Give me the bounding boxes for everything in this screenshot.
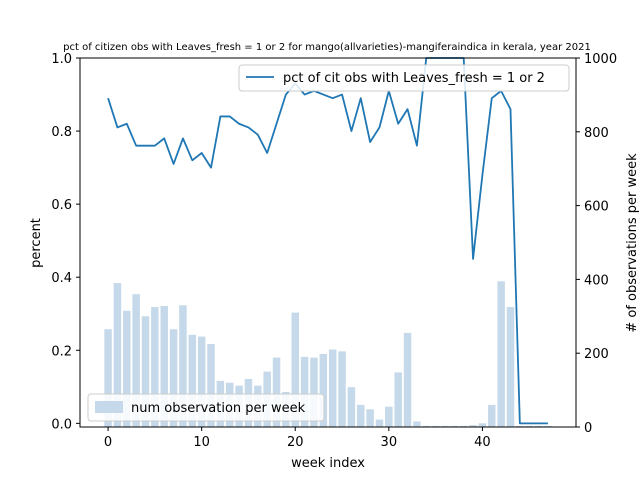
axes: 0 10 20 30 40 0.0 0.2 0.4 0.6 0.8 1.0 0 200 400 600 800… bbox=[51, 52, 617, 450]
bar-week-2 bbox=[123, 310, 131, 427]
bar-series bbox=[104, 281, 552, 427]
bar-week-22 bbox=[310, 357, 318, 427]
bar-week-21 bbox=[300, 356, 309, 427]
bar-week-26 bbox=[347, 387, 356, 427]
y-right-tick-label: 800 bbox=[584, 126, 609, 141]
bar-week-32 bbox=[403, 332, 412, 427]
y-left-tick-label: 1.0 bbox=[51, 52, 72, 67]
bar-week-1 bbox=[113, 283, 122, 427]
legend-line-box bbox=[238, 64, 570, 92]
legend-bars-label: num observation per week bbox=[131, 401, 306, 416]
bar-week-20 bbox=[291, 312, 299, 427]
y-left-tick-label: 0.4 bbox=[51, 271, 72, 286]
bar-week-44 bbox=[516, 425, 524, 427]
bar-week-6 bbox=[160, 305, 168, 427]
bar-week-39 bbox=[469, 425, 477, 427]
y-right-tick-label: 1000 bbox=[584, 52, 617, 67]
bar-week-0 bbox=[104, 329, 112, 427]
legend-bars: num observation per week bbox=[87, 393, 325, 422]
bar-week-3 bbox=[132, 294, 140, 427]
bar-week-46 bbox=[534, 425, 543, 427]
bar-week-7 bbox=[169, 329, 178, 427]
legend-bars-box bbox=[87, 393, 325, 422]
x-tick-label: 40 bbox=[474, 435, 491, 450]
bar-week-35 bbox=[431, 425, 440, 427]
bar-week-31 bbox=[394, 372, 402, 427]
bar-week-30 bbox=[385, 406, 393, 427]
bar-week-25 bbox=[338, 351, 346, 427]
bar-week-47 bbox=[544, 425, 552, 427]
bar-week-37 bbox=[450, 425, 459, 427]
bar-week-4 bbox=[141, 316, 150, 427]
bar-week-23 bbox=[319, 353, 328, 427]
bar-week-10 bbox=[197, 336, 206, 427]
pct-line bbox=[107, 57, 548, 425]
bar-week-27 bbox=[357, 404, 365, 427]
bar-week-11 bbox=[207, 343, 215, 427]
y-left-tick-label: 0.6 bbox=[51, 198, 72, 213]
bar-week-41 bbox=[488, 404, 496, 427]
bar-week-18 bbox=[272, 357, 281, 427]
y-right-tick-label: 400 bbox=[584, 273, 609, 288]
legend-line: pct of cit obs with Leaves_fresh = 1 or … bbox=[238, 64, 570, 92]
x-tick-label: 30 bbox=[381, 435, 398, 450]
x-tick-label: 20 bbox=[287, 435, 304, 450]
x-axis-label: week index bbox=[291, 456, 365, 471]
y-right-axis-label: # of observations per week bbox=[625, 153, 640, 333]
bar-week-34 bbox=[422, 425, 431, 427]
legend-bars-swatch bbox=[95, 401, 123, 413]
y-right-tick-label: 600 bbox=[584, 200, 609, 215]
bar-week-43 bbox=[506, 307, 515, 427]
bar-week-24 bbox=[328, 349, 337, 427]
y-right-tick-label: 200 bbox=[584, 347, 609, 362]
y-left-tick-label: 0.8 bbox=[51, 125, 72, 140]
plot-frame bbox=[79, 57, 577, 428]
bar-week-28 bbox=[366, 409, 374, 427]
bar-week-5 bbox=[151, 307, 159, 427]
bar-week-42 bbox=[497, 281, 505, 427]
bar-week-9 bbox=[188, 334, 197, 427]
bar-week-8 bbox=[179, 305, 187, 427]
chart-title: pct of citizen obs with Leaves_fresh = 1… bbox=[63, 42, 591, 53]
line-series-layer bbox=[107, 57, 548, 425]
x-tick-label: 10 bbox=[193, 435, 210, 450]
bar-week-40 bbox=[478, 423, 487, 427]
y-right-tick-label: 0 bbox=[584, 421, 592, 436]
x-tick-label: 0 bbox=[104, 435, 112, 450]
bar-week-29 bbox=[375, 419, 384, 427]
bar-week-45 bbox=[525, 425, 533, 427]
legend-line-label: pct of cit obs with Leaves_fresh = 1 or … bbox=[283, 71, 545, 86]
bar-week-36 bbox=[441, 425, 449, 427]
y-left-tick-label: 0.0 bbox=[51, 417, 72, 432]
y-left-tick-label: 0.2 bbox=[51, 344, 72, 359]
bar-week-38 bbox=[459, 425, 468, 427]
bar-week-33 bbox=[413, 421, 421, 427]
y-left-axis-label: percent bbox=[29, 218, 44, 268]
